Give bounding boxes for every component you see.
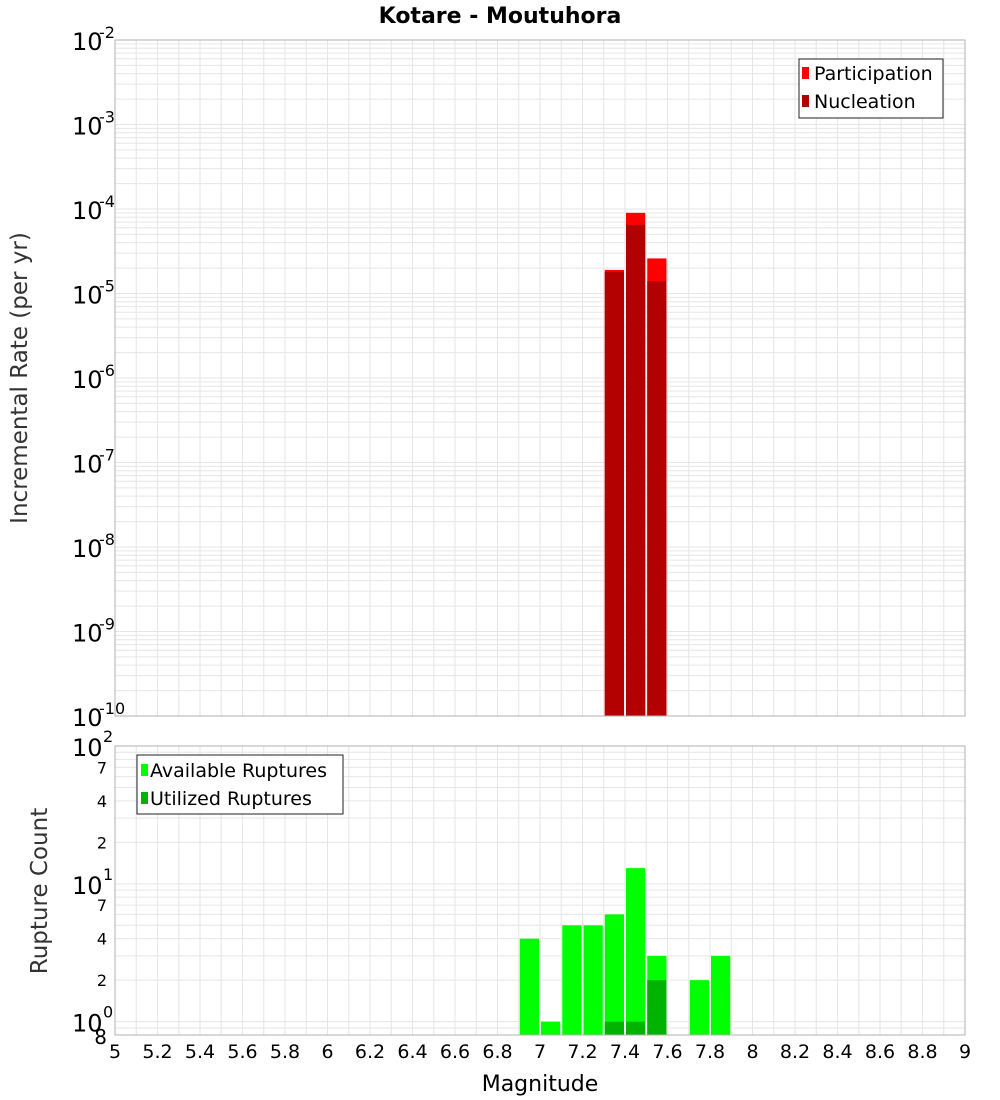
nucleation-bar [626,224,646,716]
x-tick-label: 9 [959,1041,971,1063]
top-y-tick-exponent: -5 [99,277,115,296]
available-bar [562,925,582,1035]
top-y-tick-base: 10 [72,366,103,394]
x-tick-label: 6.6 [440,1041,470,1063]
top-y-tick-base: 10 [72,113,103,141]
nucleation-bar [647,281,667,716]
bottom-y-tick-exponent: 0 [103,1003,113,1022]
available-bar [583,925,603,1035]
available-bar [711,955,731,1035]
x-tick-label: 7 [534,1041,546,1063]
legend-utilized-swatch [141,792,148,804]
top-y-tick-base: 10 [72,704,103,732]
available-bar [541,1021,561,1035]
x-tick-label: 8.6 [865,1041,895,1063]
x-tick-label: 7.4 [610,1041,640,1063]
bottom-y-minor-tick-label: 4 [97,930,107,949]
bottom-y-minor-tick-label: 7 [97,896,107,915]
bottom-legend-box [136,754,344,815]
bottom-grid [114,746,966,1036]
legend-nucleation-swatch [802,95,809,107]
x-tick-label: 5.8 [270,1041,300,1063]
x-tick-label: 8.4 [822,1041,852,1063]
x-tick-label: 8.8 [907,1041,937,1063]
x-tick-label: 6.4 [397,1041,427,1063]
bottom-y-tick-base: 10 [72,872,103,900]
top-y-axis-label: Incremental Rate (per yr) [7,232,33,524]
top-y-tick-exponent: -7 [99,446,115,465]
top-y-tick-base: 10 [72,282,103,310]
top-y-tick-base: 10 [72,620,103,648]
x-tick-label: 5 [109,1041,121,1063]
top-bars [604,212,667,716]
x-tick-label: 7.8 [695,1041,725,1063]
bottom-y-tick-base: 10 [72,1010,103,1038]
x-tick-label: 8.2 [780,1041,810,1063]
available-bar [519,938,539,1035]
bottom-y-minor-tick-label: 2 [97,971,107,990]
bottom-legend: Available Ruptures Utilized Ruptures [136,754,344,815]
top-y-tick-exponent: -10 [99,699,125,718]
top-frame [114,39,966,717]
bottom-y-minor-tick-label: 2 [97,833,107,852]
legend-nucleation-label: Nucleation [814,91,916,113]
top-y-tick-base: 10 [72,28,103,56]
legend-available-label: Available Ruptures [150,760,327,782]
top-y-tick-base: 10 [72,535,103,563]
top-grid [114,40,966,717]
top-y-tick-base: 10 [72,197,103,225]
x-tick-label: 8 [746,1041,758,1063]
x-tick-label: 6.2 [355,1041,385,1063]
x-tick-label: 6 [321,1041,333,1063]
bottom-y-axis-label: Rupture Count [27,808,53,974]
bottom-y-tick-exponent: 1 [103,865,113,884]
x-tick-label: 5.4 [185,1041,215,1063]
bottom-frame [114,745,966,1036]
x-tick-labels: 5 5.2 5.4 5.6 5.8 6 6.2 6.4 6.6 6.8 7 7.2 7.4 7.6 7.8 8… [109,1041,971,1063]
top-y-tick-exponent: -6 [99,361,115,380]
utilized-bar [604,1021,624,1035]
bottom-y-minor-tick-label: 4 [97,792,107,811]
legend-participation-label: Participation [814,63,933,85]
available-bar [626,868,646,1035]
nucleation-bar [604,271,624,716]
top-legend: Participation Nucleation [798,58,944,119]
top-y-tick-exponent: -8 [99,530,115,549]
legend-available-swatch [141,764,148,776]
available-bar [689,980,709,1035]
bottom-y-minor-tick-label: 8 [94,1025,107,1049]
bottom-y-tick-exponent: 2 [103,727,113,746]
top-legend-box [798,58,944,119]
available-bar [604,914,624,1035]
legend-participation-swatch [802,67,809,79]
top-y-tick-exponent: -4 [99,192,115,211]
bottom-y-tick-base: 10 [72,734,103,762]
x-tick-label: 6.8 [482,1041,512,1063]
bottom-y-minor-tick-label: 7 [97,758,107,777]
bottom-bars [519,868,731,1035]
top-y-tick-exponent: -2 [99,23,115,42]
top-y-tick-exponent: -9 [99,615,115,634]
utilized-bar [647,980,667,1035]
x-axis-label: Magnitude [482,1072,599,1097]
x-tick-label: 7.6 [652,1041,682,1063]
x-tick-label: 5.2 [142,1041,172,1063]
top-y-tick-exponent: -3 [99,108,115,127]
x-tick-label: 5.6 [227,1041,257,1063]
chart-title: Kotare - Moutuhora [379,4,622,29]
legend-utilized-label: Utilized Ruptures [150,788,312,810]
utilized-bar [626,1021,646,1035]
x-tick-label: 7.2 [567,1041,597,1063]
top-y-tick-base: 10 [72,451,103,479]
